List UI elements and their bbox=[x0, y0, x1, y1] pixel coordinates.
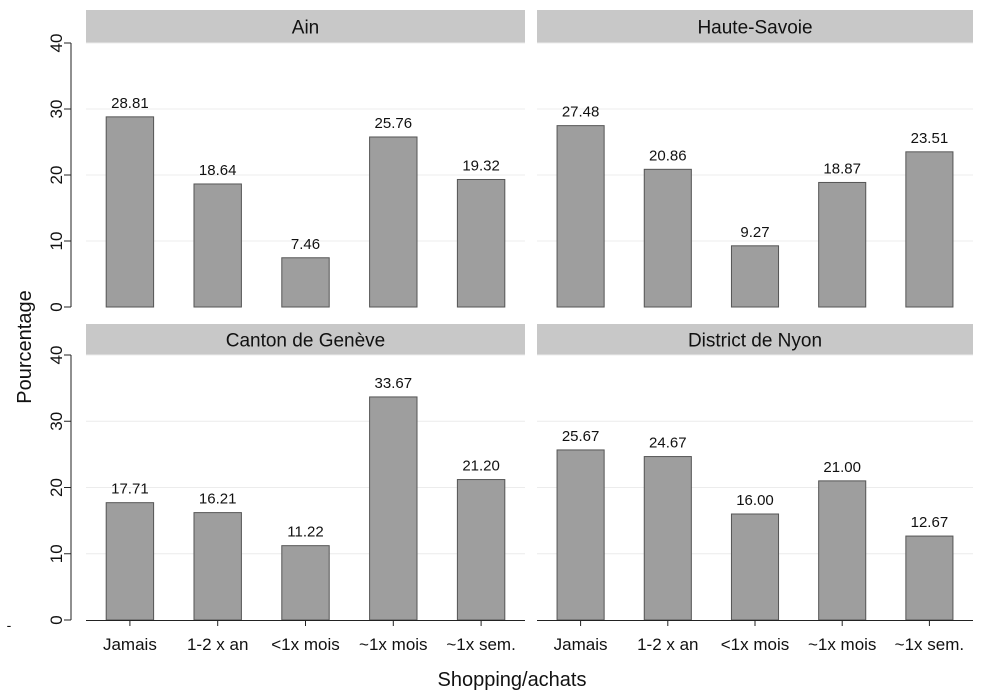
data-label: 16.21 bbox=[199, 491, 237, 508]
data-label: 23.51 bbox=[911, 130, 949, 147]
bar bbox=[369, 396, 418, 621]
bar bbox=[905, 151, 954, 308]
x-tick-label: 1-2 x an bbox=[187, 635, 248, 654]
y-tick-label: 20 bbox=[47, 166, 66, 185]
data-label: 28.81 bbox=[111, 95, 149, 112]
x-tick-label: Jamais bbox=[103, 635, 157, 654]
x-tick-label: ~1x sem. bbox=[895, 635, 964, 654]
data-label: 11.22 bbox=[287, 524, 323, 541]
bar bbox=[556, 125, 605, 308]
data-label: 18.87 bbox=[823, 160, 861, 177]
panel-title: Haute-Savoie bbox=[697, 18, 812, 39]
bar bbox=[281, 545, 330, 621]
bar bbox=[456, 178, 506, 308]
bar bbox=[905, 535, 954, 621]
y-tick-label: 40 bbox=[47, 346, 66, 365]
x-tick-label: <1x mois bbox=[271, 635, 340, 654]
bar bbox=[730, 513, 780, 621]
data-label: 33.67 bbox=[375, 375, 413, 392]
bar bbox=[105, 502, 155, 621]
data-label: 7.46 bbox=[291, 236, 320, 253]
data-label: 25.76 bbox=[375, 115, 413, 132]
x-tick-label: ~1x mois bbox=[808, 635, 877, 654]
x-tick-label: <1x mois bbox=[721, 635, 790, 654]
stray-mark: - bbox=[7, 617, 12, 633]
y-tick-label: 30 bbox=[47, 100, 66, 119]
x-tick-label: ~1x sem. bbox=[446, 635, 515, 654]
y-tick-label: 10 bbox=[47, 544, 66, 563]
data-label: 12.67 bbox=[911, 514, 949, 531]
data-label: 25.67 bbox=[562, 428, 600, 445]
x-tick-label: 1-2 x an bbox=[637, 635, 698, 654]
data-label: 21.00 bbox=[823, 459, 861, 476]
y-tick-label: 10 bbox=[47, 232, 66, 251]
bar bbox=[193, 183, 242, 308]
data-label: 17.71 bbox=[111, 481, 149, 498]
y-tick-label: 40 bbox=[47, 34, 66, 53]
y-tick-label: 30 bbox=[47, 412, 66, 431]
data-label: 16.00 bbox=[736, 492, 774, 509]
bar bbox=[105, 116, 155, 308]
bar bbox=[193, 512, 242, 621]
data-label: 24.67 bbox=[649, 435, 687, 452]
bar bbox=[281, 257, 330, 308]
panel-header bbox=[86, 10, 525, 43]
y-tick-label: 0 bbox=[47, 302, 66, 311]
bar bbox=[818, 480, 867, 621]
bar bbox=[456, 479, 506, 621]
data-label: 20.86 bbox=[649, 147, 687, 164]
panel-title: District de Nyon bbox=[688, 331, 822, 352]
panel-title: Ain bbox=[292, 18, 319, 39]
data-label: 18.64 bbox=[199, 162, 237, 179]
panel-header bbox=[537, 324, 973, 355]
panel-title: Canton de Genève bbox=[226, 331, 386, 352]
bar bbox=[369, 136, 418, 308]
bar bbox=[643, 168, 692, 308]
panel-header bbox=[86, 324, 525, 355]
data-label: 21.20 bbox=[462, 458, 500, 475]
bar bbox=[730, 245, 780, 308]
y-axis-title: Pourcentage bbox=[14, 290, 36, 403]
data-label: 9.27 bbox=[740, 224, 769, 241]
bar bbox=[556, 449, 605, 621]
x-axis-title: Shopping/achats bbox=[437, 669, 586, 691]
panel-header bbox=[537, 10, 973, 43]
bar bbox=[643, 456, 692, 621]
x-tick-label: ~1x mois bbox=[359, 635, 428, 654]
y-tick-label: 0 bbox=[47, 615, 66, 624]
x-tick-label: Jamais bbox=[554, 635, 608, 654]
data-label: 19.32 bbox=[462, 157, 500, 174]
data-label: 27.48 bbox=[562, 104, 600, 121]
y-tick-label: 20 bbox=[47, 478, 66, 497]
bar bbox=[818, 181, 867, 308]
